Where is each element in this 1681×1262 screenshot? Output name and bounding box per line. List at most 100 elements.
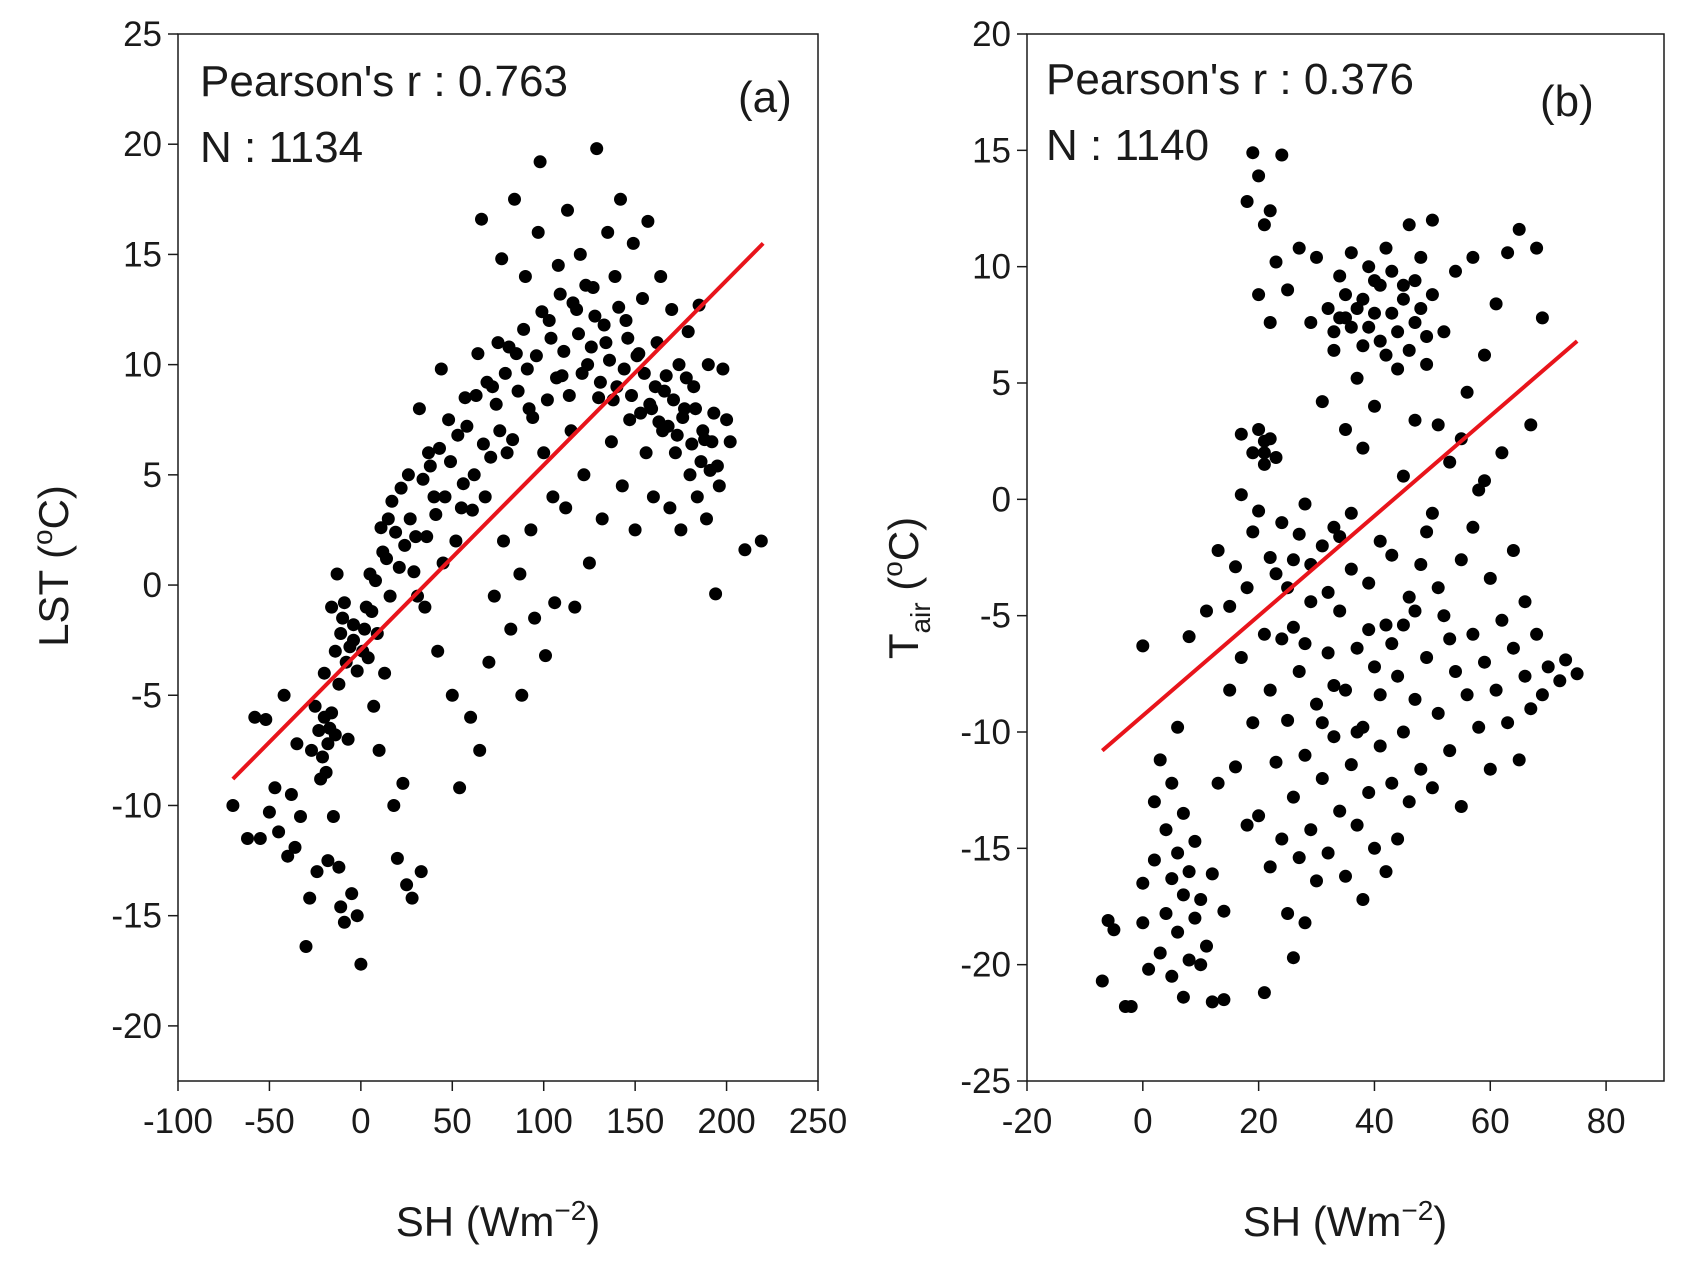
panel-b-point-15 — [1165, 969, 1179, 983]
panel-b-point-239 — [1425, 288, 1439, 302]
panel-b-point-79 — [1298, 916, 1312, 930]
panel-a-x-tick-label-6: 200 — [697, 1102, 755, 1141]
panel-b-point-164 — [1472, 720, 1486, 734]
panel-b-point-87 — [1310, 250, 1323, 264]
panel-a-point-10 — [284, 788, 298, 801]
panel-a-point-242 — [694, 455, 708, 469]
panel-a-point-122 — [636, 292, 649, 305]
panel-b-point-177 — [1506, 544, 1520, 557]
panel-a-point-202 — [511, 384, 525, 398]
panel-a-y-axis-label: LST (oC) — [27, 485, 77, 647]
panel-a-point-224 — [612, 300, 626, 314]
panel-a-point-103 — [577, 468, 591, 482]
panel-a-point-1 — [241, 832, 254, 845]
panel-a-n-annotation: N : 1134 — [200, 123, 363, 172]
panel-b-point-189 — [1553, 674, 1567, 688]
panel-b-point-60 — [1263, 860, 1277, 874]
panel-b-point-43 — [1234, 651, 1248, 664]
panel-b-point-227 — [1356, 339, 1370, 353]
panel-a-point-226 — [621, 331, 635, 345]
panel-b-y-tick-label-1: -20 — [960, 946, 1011, 985]
panel-b-point-46 — [1240, 818, 1254, 832]
panel-a-point-174 — [380, 552, 393, 566]
panel-b-point-144 — [1414, 250, 1428, 264]
panel-a-point-87 — [528, 611, 542, 625]
panel-b-y-tick-label-5: 0 — [992, 480, 1011, 519]
panel-a-point-139 — [687, 380, 701, 394]
panel-a-point-132 — [665, 303, 679, 316]
panel-a-point-32 — [350, 909, 364, 923]
panel-a-y-tick-label-9: 25 — [123, 15, 162, 54]
panel-a-x-tick-label-4: 100 — [515, 1102, 573, 1141]
panel-a-point-141 — [692, 298, 706, 312]
panel-a-point-30 — [345, 887, 359, 901]
panel-b-point-77 — [1292, 665, 1306, 678]
panel-b-point-24 — [1182, 953, 1196, 967]
panel-a-point-187 — [438, 490, 452, 504]
panel-b-y-tick-label-0: -25 — [960, 1062, 1011, 1101]
panel-b-y-tick-label-8: 15 — [972, 131, 1011, 170]
panel-a-ylabel-close: C) — [30, 485, 77, 529]
panel-a-point-162 — [343, 640, 357, 654]
panel-a-point-79 — [504, 622, 518, 636]
panel-a-point-18 — [310, 865, 324, 879]
panel-a-point-72 — [482, 655, 496, 669]
panel-a-point-49 — [401, 468, 415, 482]
panel-b-point-178 — [1512, 753, 1526, 767]
panel-a-y-tick-label-0: -20 — [111, 1007, 162, 1046]
panel-a-point-78 — [500, 446, 514, 460]
panel-b-point-27 — [1188, 911, 1202, 925]
panel-b-point-50 — [1246, 525, 1260, 539]
panel-b-point-13 — [1159, 907, 1173, 920]
panel-a-point-237 — [670, 428, 684, 442]
panel-a-point-137 — [681, 325, 695, 339]
panel-b-point-51 — [1246, 446, 1260, 460]
panel-a-point-91 — [539, 649, 552, 663]
panel-a-point-70 — [475, 212, 488, 226]
panel-b-point-231 — [1379, 348, 1393, 362]
panel-a-point-246 — [710, 459, 724, 473]
panel-a-point-53 — [414, 865, 428, 879]
panel-a-point-133 — [668, 446, 682, 460]
panel-b-point-71 — [1281, 713, 1295, 727]
panel-b-point-6 — [1136, 916, 1150, 930]
panel-a-point-76 — [495, 252, 509, 266]
panel-b-point-216 — [1420, 525, 1434, 539]
panel-b-point-23 — [1176, 806, 1190, 820]
panel-a-y-tick-label-2: -10 — [111, 786, 162, 825]
panel-b-point-89 — [1315, 539, 1329, 553]
panel-b-point-158 — [1454, 800, 1468, 813]
panel-b-point-205 — [1315, 716, 1329, 730]
panel-a-point-185 — [429, 508, 443, 521]
panel-b-point-234 — [1396, 292, 1410, 306]
panel-b-x-tick-label-5: 80 — [1587, 1102, 1626, 1141]
panel-b-point-1 — [1101, 914, 1115, 927]
panel-a-point-113 — [608, 270, 622, 283]
panel-b-point-68 — [1275, 632, 1289, 646]
panel-b-point-190 — [1559, 653, 1573, 667]
panel-b-point-105 — [1344, 506, 1358, 520]
panel-b-point-126 — [1379, 241, 1393, 255]
panel-b-point-137 — [1402, 590, 1416, 604]
panel-b-point-26 — [1182, 630, 1196, 644]
panel-b-point-75 — [1286, 553, 1300, 567]
panel-b-point-20 — [1171, 720, 1185, 734]
panel-b-point-17 — [1165, 776, 1179, 790]
panel-a-point-219 — [588, 309, 602, 323]
panel-a-point-212 — [557, 344, 571, 358]
panel-b-point-165 — [1472, 483, 1486, 497]
panel-b-point-101 — [1339, 683, 1352, 697]
panel-b-point-63 — [1263, 204, 1277, 218]
panel-a-point-116 — [615, 479, 629, 493]
panel-b-y-tick-label-2: -15 — [960, 829, 1011, 868]
panel-b-point-33 — [1205, 995, 1219, 1009]
panel-a-point-107 — [590, 142, 604, 156]
panel-a-point-156 — [328, 728, 342, 742]
panel-a-pearson-annotation: Pearson's r : 0.763 — [200, 57, 568, 106]
panel-b-point-117 — [1368, 841, 1381, 855]
panel-b-point-109 — [1350, 371, 1364, 385]
panel-a-point-168 — [369, 574, 382, 588]
panel-b-point-35 — [1211, 776, 1225, 790]
panel-b-point-99 — [1333, 269, 1347, 283]
